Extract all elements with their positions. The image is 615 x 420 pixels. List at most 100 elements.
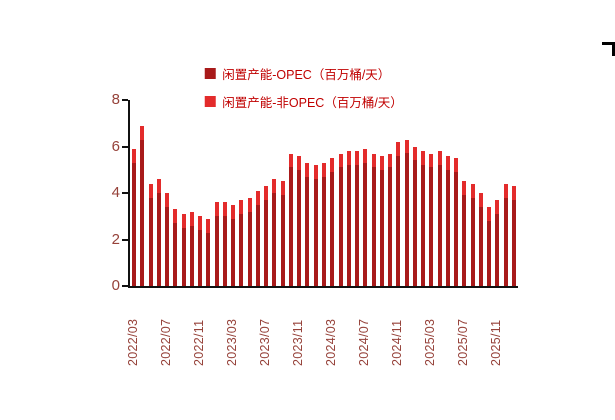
- bar-opec-2025/04: [437, 165, 442, 286]
- bar-opec-2025/12: [503, 197, 508, 286]
- bar-non-opec-2024/12: [404, 139, 409, 154]
- bar-non-opec-2025/06: [454, 158, 459, 173]
- bar-non-opec-2023/10: [288, 153, 293, 168]
- bar-non-opec-2023/03: [231, 204, 236, 219]
- bar-non-opec-2022/07: [165, 193, 170, 207]
- bar-opec-2025/09: [478, 206, 483, 286]
- bar-non-opec-2025/04: [437, 151, 442, 166]
- legend-label-opec: 闲置产能-OPEC（百万桶/天）: [222, 68, 391, 82]
- bar-non-opec-2026/01: [511, 186, 516, 200]
- bar-non-opec-2024/07: [363, 148, 368, 163]
- legend-item-opec: 闲置产能-OPEC（百万桶/天）: [204, 64, 390, 83]
- bar-opec-2024/07: [363, 162, 368, 286]
- bar-opec-2025/06: [454, 172, 459, 286]
- bar-non-opec-2022/11: [198, 216, 203, 231]
- bar-opec-2024/06: [355, 165, 360, 286]
- bar-non-opec-2023/04: [239, 200, 244, 214]
- bar-non-opec-2024/08: [371, 153, 376, 168]
- plot-area: 0 2 4 6 8 2022/03 2022/07 2022/11 2023/03 2023/07…: [112, 91, 518, 366]
- x-tick-label-2022/07: 2022/07: [159, 318, 174, 366]
- bar-opec-2024/03: [330, 172, 335, 286]
- y-tick-label-2: 2: [111, 230, 120, 248]
- y-tick-mark-4: [122, 192, 128, 194]
- bar-opec-2023/08: [272, 193, 277, 286]
- bar-opec-2023/05: [247, 211, 252, 286]
- bar-non-opec-2022/09: [181, 213, 186, 228]
- bar-opec-2022/05: [148, 197, 153, 286]
- x-tick-label-2022/03: 2022/03: [126, 318, 141, 366]
- bar-non-opec-2022/10: [189, 211, 194, 226]
- bar-non-opec-2023/05: [247, 197, 252, 212]
- bar-opec-2025/02: [421, 165, 426, 286]
- legend-swatch-opec: [204, 68, 216, 79]
- bar-opec-2024/02: [322, 176, 326, 286]
- bar-non-opec-2022/05: [148, 183, 153, 198]
- bar-opec-2022/09: [181, 227, 186, 286]
- x-tick-label-2024/07: 2024/07: [357, 318, 372, 366]
- bar-non-opec-2023/08: [272, 179, 277, 193]
- bar-opec-2022/08: [173, 223, 178, 286]
- bar-non-opec-2023/09: [280, 181, 285, 196]
- bar-non-opec-2024/11: [396, 141, 401, 156]
- bar-opec-2025/08: [470, 197, 475, 286]
- bar-non-opec-2025/08: [470, 183, 475, 198]
- bar-non-opec-2022/04: [140, 125, 145, 140]
- bar-opec-2025/07: [462, 195, 467, 286]
- x-tick-label-2023/11: 2023/11: [291, 319, 306, 366]
- y-tick-mark-2: [122, 238, 128, 241]
- bar-opec-2022/03: [132, 162, 137, 286]
- bar-non-opec-2025/01: [412, 146, 417, 161]
- y-tick-mark-8: [122, 99, 128, 101]
- x-tick-label-2023/03: 2023/03: [225, 318, 240, 366]
- x-tick-label-2025/03: 2025/03: [423, 318, 438, 366]
- bar-opec-2023/12: [305, 176, 310, 286]
- bar-non-opec-2022/08: [173, 209, 178, 224]
- bar-opec-2023/07: [264, 199, 269, 286]
- bar-non-opec-2024/05: [346, 151, 351, 166]
- bar-non-opec-2025/05: [445, 155, 450, 170]
- bar-non-opec-2024/01: [313, 165, 318, 180]
- y-tick-mark-6: [122, 145, 128, 148]
- bar-non-opec-2025/12: [503, 183, 508, 198]
- corner-mark-horizontal: [602, 42, 615, 45]
- bar-opec-2022/06: [156, 193, 161, 286]
- bar-opec-2024/11: [396, 155, 401, 286]
- bar-opec-2023/01: [214, 216, 219, 286]
- bar-opec-2022/04: [140, 139, 145, 286]
- bar-non-opec-2023/02: [222, 202, 227, 217]
- bar-non-opec-2025/03: [429, 153, 434, 168]
- bar-opec-2023/09: [280, 195, 285, 286]
- bar-opec-2025/11: [495, 213, 500, 286]
- legend-label-non-opec: 闲置产能-非OPEC（百万桶/天）: [222, 96, 403, 110]
- bar-non-opec-2022/03: [132, 148, 137, 163]
- bar-non-opec-2022/06: [156, 179, 161, 193]
- bar-non-opec-2025/10: [487, 206, 492, 221]
- x-tick-label-2024/11: 2024/11: [390, 319, 405, 366]
- bar-opec-2023/10: [288, 167, 293, 286]
- bar-opec-2024/08: [371, 167, 376, 286]
- bar-non-opec-2023/06: [255, 190, 260, 205]
- corner-mark: [602, 42, 615, 56]
- bar-non-opec-2022/12: [206, 218, 211, 233]
- x-tick-label-2025/11: 2025/11: [489, 319, 504, 366]
- bar-opec-2024/01: [313, 179, 318, 286]
- bar-non-opec-2023/11: [297, 155, 302, 170]
- bar-opec-2022/12: [206, 232, 211, 286]
- bar-opec-2022/07: [165, 206, 170, 286]
- bar-non-opec-2024/03: [330, 158, 335, 173]
- bar-non-opec-2024/09: [379, 155, 384, 170]
- legend-swatch-non-opec: [204, 96, 216, 107]
- bar-opec-2023/06: [255, 204, 260, 286]
- bar-non-opec-2024/06: [355, 151, 360, 166]
- legend-item-non-opec: 闲置产能-非OPEC（百万桶/天）: [204, 92, 403, 111]
- bar-opec-2025/05: [445, 169, 450, 286]
- bar-opec-2024/04: [338, 167, 343, 286]
- y-tick-label-0: 0: [111, 277, 120, 294]
- bar-non-opec-2024/10: [388, 153, 393, 168]
- chart-legend: 闲置产能-OPEC（百万桶/天） 闲置产能-非OPEC（百万桶/天）: [204, 64, 403, 111]
- bar-opec-2024/12: [404, 153, 409, 286]
- bar-non-opec-2025/02: [421, 151, 426, 166]
- bar-opec-2023/11: [297, 169, 302, 286]
- bar-opec-2022/11: [198, 230, 203, 286]
